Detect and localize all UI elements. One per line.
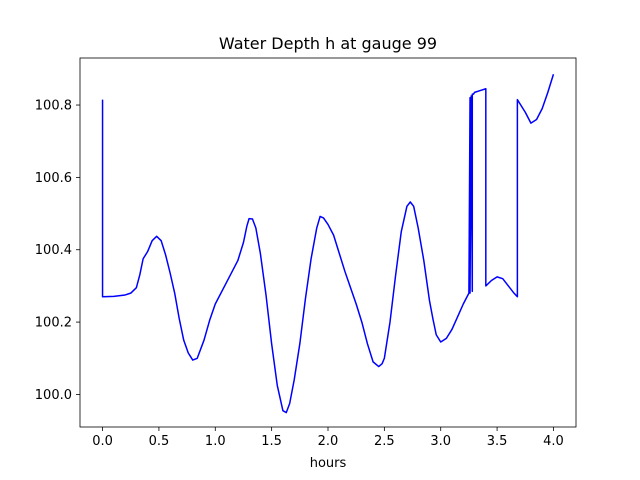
y-axis-ticks: 100.0 100.2 100.4 100.6 100.8 bbox=[35, 99, 80, 403]
y-tick-label: 100.6 bbox=[35, 171, 72, 186]
y-tick-label: 100.2 bbox=[35, 316, 72, 331]
x-tick-label: 2.0 bbox=[318, 434, 339, 449]
y-tick-label: 100.0 bbox=[35, 388, 72, 403]
x-axis-label: hours bbox=[310, 456, 347, 471]
chart-title: Water Depth h at gauge 99 bbox=[219, 34, 437, 53]
x-tick-label: 3.0 bbox=[430, 434, 451, 449]
y-tick-label: 100.4 bbox=[35, 243, 72, 258]
x-tick-label: 2.5 bbox=[374, 434, 395, 449]
y-tick-label: 100.8 bbox=[35, 99, 72, 114]
plot-area bbox=[79, 57, 577, 428]
series-line bbox=[101, 74, 555, 414]
x-tick-label: 1.0 bbox=[205, 434, 226, 449]
x-tick-label: 1.5 bbox=[261, 434, 282, 449]
axes-frame bbox=[79, 57, 577, 428]
x-tick-label: 0.5 bbox=[149, 434, 170, 449]
x-tick-label: 4.0 bbox=[543, 434, 564, 449]
x-tick-label: 3.5 bbox=[487, 434, 508, 449]
x-axis-ticks: 0.0 0.5 1.0 1.5 2.0 2.5 3.0 3.5 4.0 bbox=[92, 427, 564, 449]
x-tick-label: 0.0 bbox=[92, 434, 113, 449]
